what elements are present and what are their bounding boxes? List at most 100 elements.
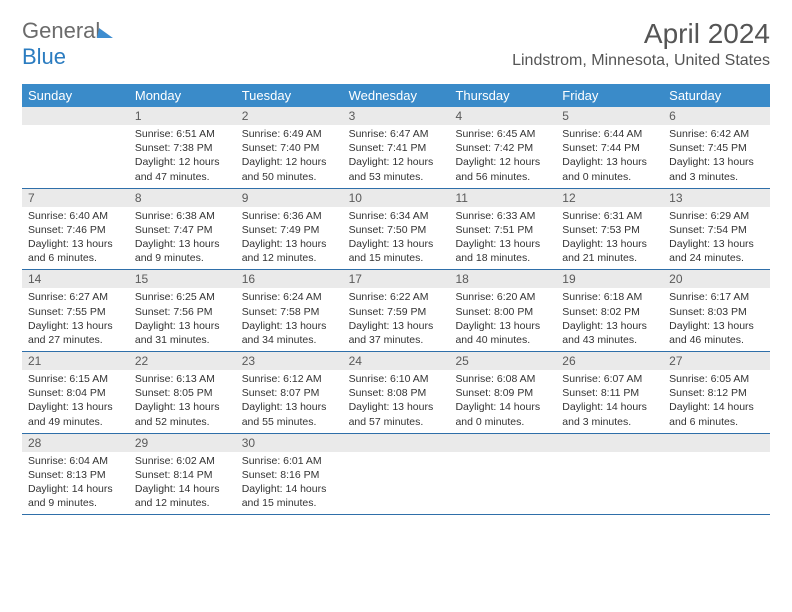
daylight-text: Daylight: 14 hours and 9 minutes. [28,482,123,510]
day-number: 16 [236,270,343,288]
sunrise-text: Sunrise: 6:01 AM [242,454,337,468]
sunrise-text: Sunrise: 6:12 AM [242,372,337,386]
calendar-week: 21 Sunrise: 6:15 AMSunset: 8:04 PM Dayligh… [22,352,770,434]
sunrise-text: Sunrise: 6:05 AM [669,372,764,386]
calendar-day: 12Sunrise: 6:31 AMSunset: 7:53 PMDayligh… [556,189,663,270]
daylight-text: Daylight: 12 hours and 47 minutes. [135,155,230,183]
page-title: April 2024 [512,18,770,50]
day-details: Sunrise: 6:44 AMSunset: 7:44 PMDaylight:… [556,125,663,184]
sunset-text: Sunset: 8:14 PM [135,468,230,482]
calendar-day: 16Sunrise: 6:24 AMSunset: 7:58 PMDayligh… [236,270,343,351]
day-number: 21 [22,352,129,370]
calendar-day: 11Sunrise: 6:33 AMSunset: 7:51 PMDayligh… [449,189,556,270]
day-number: 3 [343,107,450,125]
day-details: Sunrise: 6:38 AMSunset: 7:47 PMDaylight:… [129,207,236,266]
calendar-day: 14Sunrise: 6:27 AMSunset: 7:55 PMDayligh… [22,270,129,351]
daylight-text: Daylight: 13 hours and 55 minutes. [242,400,337,428]
day-number: 14 [22,270,129,288]
daylight-text: Daylight: 13 hours and 34 minutes. [242,319,337,347]
day-number: 7 [22,189,129,207]
sunrise-text: Sunrise: 6:38 AM [135,209,230,223]
daylight-text: Daylight: 12 hours and 53 minutes. [349,155,444,183]
day-number: 29 [129,434,236,452]
calendar-day: 26Sunrise: 6:07 AMSunset: 8:11 PMDayligh… [556,352,663,433]
daylight-text: Daylight: 14 hours and 12 minutes. [135,482,230,510]
day-details: Sunrise: 6:17 AMSunset: 8:03 PMDaylight:… [663,288,770,347]
day-details: Sunrise: 6:36 AMSunset: 7:49 PMDaylight:… [236,207,343,266]
calendar-day: 13Sunrise: 6:29 AMSunset: 7:54 PMDayligh… [663,189,770,270]
daylight-text: Daylight: 13 hours and 37 minutes. [349,319,444,347]
weekday-header: Friday [556,84,663,107]
day-number: 22 [129,352,236,370]
sunset-text: Sunset: 8:05 PM [135,386,230,400]
daylight-text: Daylight: 13 hours and 18 minutes. [455,237,550,265]
sunset-text: Sunset: 7:50 PM [349,223,444,237]
sunrise-text: Sunrise: 6:20 AM [455,290,550,304]
sunrise-text: Sunrise: 6:44 AM [562,127,657,141]
sunrise-text: Sunrise: 6:27 AM [28,290,123,304]
calendar-day-empty [343,434,450,515]
day-details: Sunrise: 6:34 AMSunset: 7:50 PMDaylight:… [343,207,450,266]
calendar-day: 25Sunrise: 6:08 AMSunset: 8:09 PMDayligh… [449,352,556,433]
day-number: 9 [236,189,343,207]
daylight-text: Daylight: 13 hours and 15 minutes. [349,237,444,265]
day-number: 23 [236,352,343,370]
day-number: 13 [663,189,770,207]
day-number: 10 [343,189,450,207]
day-number: 5 [556,107,663,125]
calendar-day: 19Sunrise: 6:18 AMSunset: 8:02 PMDayligh… [556,270,663,351]
calendar-day: 3Sunrise: 6:47 AMSunset: 7:41 PMDaylight… [343,107,450,188]
calendar-day-empty [663,434,770,515]
weekday-header: Monday [129,84,236,107]
calendar-day: 23Sunrise: 6:12 AMSunset: 8:07 PMDayligh… [236,352,343,433]
sunrise-text: Sunrise: 6:31 AM [562,209,657,223]
daylight-text: Daylight: 13 hours and 9 minutes. [135,237,230,265]
sunset-text: Sunset: 8:04 PM [28,386,123,400]
sunrise-text: Sunrise: 6:15 AM [28,372,123,386]
daylight-text: Daylight: 13 hours and 27 minutes. [28,319,123,347]
sunrise-text: Sunrise: 6:42 AM [669,127,764,141]
weekday-header: Thursday [449,84,556,107]
sunrise-text: Sunrise: 6:08 AM [455,372,550,386]
sunset-text: Sunset: 7:42 PM [455,141,550,155]
sunrise-text: Sunrise: 6:40 AM [28,209,123,223]
sunset-text: Sunset: 7:53 PM [562,223,657,237]
sunrise-text: Sunrise: 6:17 AM [669,290,764,304]
daylight-text: Daylight: 13 hours and 6 minutes. [28,237,123,265]
day-number [22,107,129,125]
day-number [556,434,663,452]
sunset-text: Sunset: 8:16 PM [242,468,337,482]
weekday-header: Saturday [663,84,770,107]
day-number: 25 [449,352,556,370]
day-details: Sunrise: 6:01 AMSunset: 8:16 PMDaylight:… [236,452,343,511]
sunset-text: Sunset: 7:56 PM [135,305,230,319]
day-number [449,434,556,452]
calendar-day: 20Sunrise: 6:17 AMSunset: 8:03 PMDayligh… [663,270,770,351]
day-number: 11 [449,189,556,207]
day-number: 30 [236,434,343,452]
calendar-day: 21Sunrise: 6:15 AMSunset: 8:04 PMDayligh… [22,352,129,433]
sunset-text: Sunset: 7:49 PM [242,223,337,237]
daylight-text: Daylight: 13 hours and 57 minutes. [349,400,444,428]
sunrise-text: Sunrise: 6:45 AM [455,127,550,141]
sunrise-text: Sunrise: 6:47 AM [349,127,444,141]
day-number: 8 [129,189,236,207]
calendar-day: 6Sunrise: 6:42 AMSunset: 7:45 PMDaylight… [663,107,770,188]
calendar-week: 7Sunrise: 6:40 AMSunset: 7:46 PMDaylight… [22,189,770,271]
calendar-day: 30Sunrise: 6:01 AMSunset: 8:16 PMDayligh… [236,434,343,515]
calendar-day: 15Sunrise: 6:25 AMSunset: 7:56 PMDayligh… [129,270,236,351]
daylight-text: Daylight: 14 hours and 0 minutes. [455,400,550,428]
day-number: 19 [556,270,663,288]
day-details: Sunrise: 6:31 AMSunset: 7:53 PMDaylight:… [556,207,663,266]
logo-text: General Blue [22,18,114,70]
weekday-header: Wednesday [343,84,450,107]
calendar-day: 5Sunrise: 6:44 AMSunset: 7:44 PMDaylight… [556,107,663,188]
sunrise-text: Sunrise: 6:07 AM [562,372,657,386]
calendar-day: 29Sunrise: 6:02 AMSunset: 8:14 PMDayligh… [129,434,236,515]
day-details: Sunrise: 6:02 AMSunset: 8:14 PMDaylight:… [129,452,236,511]
sunset-text: Sunset: 7:59 PM [349,305,444,319]
sunrise-text: Sunrise: 6:51 AM [135,127,230,141]
sunrise-text: Sunrise: 6:25 AM [135,290,230,304]
day-number: 28 [22,434,129,452]
day-details: Sunrise: 6:07 AMSunset: 8:11 PMDaylight:… [556,370,663,429]
